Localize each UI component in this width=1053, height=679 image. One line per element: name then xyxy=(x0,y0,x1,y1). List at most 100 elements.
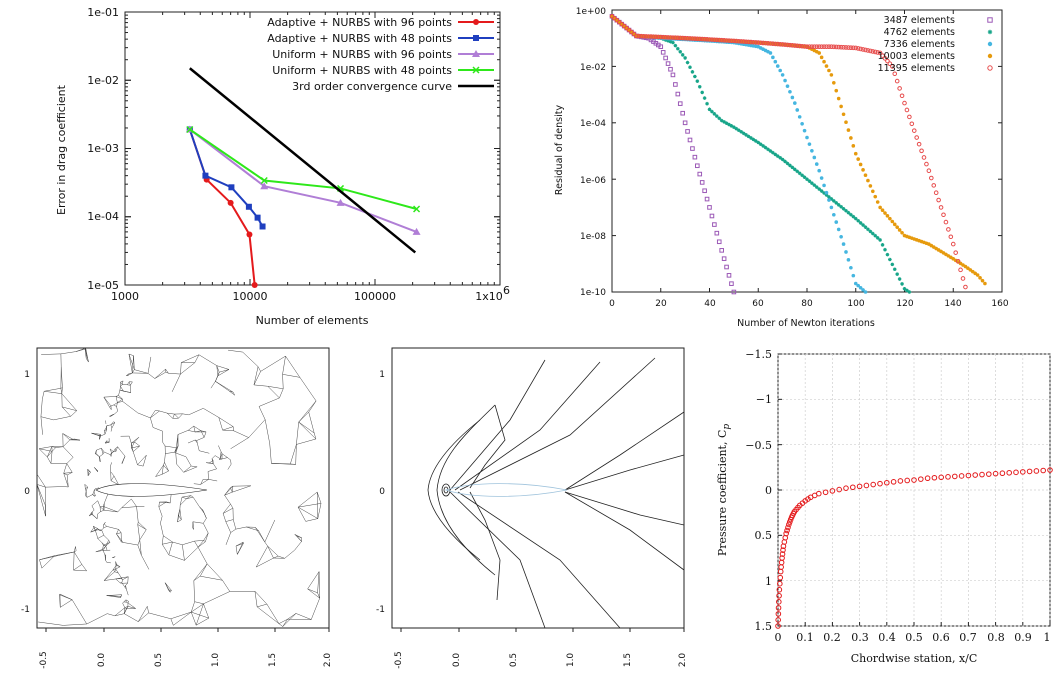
mesh-edge xyxy=(171,373,181,392)
data-point xyxy=(905,288,909,293)
mesh-edge xyxy=(257,366,261,372)
data-point xyxy=(636,33,642,39)
data-point xyxy=(784,527,790,534)
data-point xyxy=(771,150,775,155)
data-point xyxy=(788,163,792,168)
data-point xyxy=(716,37,722,43)
data-point xyxy=(817,168,821,173)
mesh-edge xyxy=(120,381,123,385)
mesh-edge xyxy=(317,503,322,519)
data-point xyxy=(473,19,479,25)
mesh-edge xyxy=(176,463,184,473)
mesh-edge xyxy=(85,486,88,492)
mesh-edge xyxy=(200,479,204,485)
panel-contours: 1 0 -1 -0.5 0.0 0.5 1.0 1.5 2.0 xyxy=(376,347,688,669)
mesh-edge xyxy=(183,466,198,473)
data-point xyxy=(958,267,963,273)
mesh-edge xyxy=(219,458,221,460)
mesh-edge xyxy=(271,463,291,465)
mesh-edge xyxy=(60,387,63,389)
mesh-edge xyxy=(233,430,249,438)
mesh-edge xyxy=(39,446,52,449)
data-point xyxy=(748,39,754,45)
data-point xyxy=(965,472,972,479)
mesh-edge xyxy=(137,412,151,419)
x-axis-label: Number of elements xyxy=(256,314,369,327)
data-point xyxy=(817,51,821,55)
mesh-edge xyxy=(42,391,45,400)
data-point xyxy=(953,250,958,255)
data-point xyxy=(943,219,949,225)
mesh-edge xyxy=(155,465,164,477)
mesh-edge xyxy=(194,354,200,363)
data-point xyxy=(812,183,817,187)
contour-line xyxy=(436,404,496,576)
mesh-edge xyxy=(104,451,111,455)
data-point xyxy=(807,142,812,146)
mesh-edge xyxy=(124,607,127,609)
mesh-edge xyxy=(181,496,187,499)
mesh-edge xyxy=(298,400,317,423)
data-point xyxy=(675,91,681,97)
data-point xyxy=(849,265,853,270)
data-point xyxy=(911,477,917,483)
mesh-edge xyxy=(232,485,251,493)
mesh-edge xyxy=(104,440,108,444)
mesh-edge xyxy=(86,613,108,625)
contour-line xyxy=(427,419,481,561)
data-point xyxy=(782,42,788,47)
data-point xyxy=(829,73,834,77)
data-point xyxy=(836,96,841,101)
mesh-edge xyxy=(181,495,192,498)
data-point xyxy=(793,101,797,105)
data-point xyxy=(680,53,685,57)
mesh-edge xyxy=(103,396,112,407)
data-point xyxy=(846,258,851,262)
mesh-edge xyxy=(232,486,234,493)
data-point xyxy=(839,204,843,209)
mesh-edge xyxy=(305,518,318,522)
mesh-edge xyxy=(181,354,200,363)
mesh-edge xyxy=(73,551,75,571)
data-point xyxy=(892,71,898,77)
data-point xyxy=(677,35,683,41)
data-point xyxy=(785,42,790,48)
data-point xyxy=(660,50,666,55)
data-point xyxy=(851,273,856,278)
mesh-edge xyxy=(170,611,192,619)
data-point xyxy=(900,282,904,286)
y-tick-label: 1e-04 xyxy=(580,119,606,129)
data-point xyxy=(673,82,678,87)
data-point xyxy=(709,37,715,42)
mesh-edge xyxy=(260,355,286,372)
x-tick-label: 10000 xyxy=(233,290,268,303)
mesh-edge xyxy=(108,540,111,543)
mesh-edge xyxy=(113,565,117,570)
data-point xyxy=(756,140,761,145)
mesh-edge xyxy=(138,521,147,530)
data-point xyxy=(816,44,822,49)
data-point xyxy=(853,216,858,221)
data-point xyxy=(695,163,700,169)
data-point xyxy=(890,219,895,224)
data-point xyxy=(950,241,956,247)
data-point xyxy=(770,41,776,47)
y-axis-label: Error in drag coefficient xyxy=(55,84,68,215)
data-point xyxy=(712,112,717,116)
data-point xyxy=(186,125,194,134)
data-point xyxy=(783,530,789,537)
data-point xyxy=(800,173,804,178)
mesh-edge xyxy=(120,594,122,598)
data-point xyxy=(763,145,768,150)
mesh-edge xyxy=(267,546,274,559)
mesh-edge xyxy=(118,529,122,533)
mesh-edge xyxy=(193,483,201,485)
mesh-edge xyxy=(123,542,138,546)
series-line xyxy=(189,128,417,233)
data-point xyxy=(986,471,992,477)
mesh-edge xyxy=(227,464,232,470)
mesh-edge xyxy=(158,502,160,507)
panel-drag-error: 1000 10000 100000 1x10 6 1e-05 1e-04 1e-… xyxy=(55,6,510,327)
data-point xyxy=(682,120,688,126)
series-line xyxy=(188,129,264,227)
